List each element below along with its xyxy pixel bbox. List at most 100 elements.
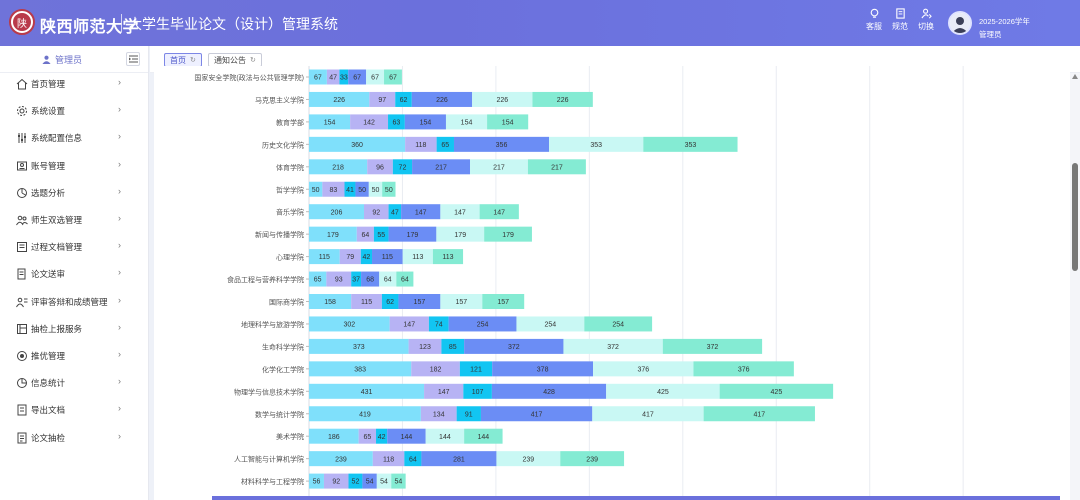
bar-segment[interactable] bbox=[348, 473, 363, 489]
bar-segment[interactable] bbox=[445, 114, 488, 130]
bar-segment[interactable] bbox=[464, 338, 564, 354]
bar-segment[interactable] bbox=[402, 249, 433, 265]
bar-segment[interactable] bbox=[396, 271, 414, 287]
bar-segment[interactable] bbox=[376, 428, 388, 444]
bar-segment[interactable] bbox=[376, 473, 392, 489]
sidebar-item[interactable]: 系统配置信息 › bbox=[0, 128, 149, 148]
refresh-icon[interactable]: ↻ bbox=[190, 57, 196, 64]
bar-segment[interactable] bbox=[560, 451, 625, 467]
bar-segment[interactable] bbox=[693, 361, 794, 377]
bar-segment[interactable] bbox=[309, 181, 323, 197]
bar-segment[interactable] bbox=[593, 361, 694, 377]
bar-segment[interactable] bbox=[441, 338, 465, 354]
bar-segment[interactable] bbox=[436, 136, 454, 152]
bar-segment[interactable] bbox=[479, 204, 519, 220]
scrollbar[interactable] bbox=[1070, 73, 1080, 500]
scrollbar-thumb[interactable] bbox=[1072, 163, 1078, 271]
bar-segment[interactable] bbox=[412, 159, 471, 175]
bar-segment[interactable] bbox=[362, 473, 377, 489]
bar-segment[interactable] bbox=[384, 69, 402, 85]
bar-segment[interactable] bbox=[339, 249, 361, 265]
bar-segment[interactable] bbox=[309, 361, 412, 377]
bar-segment[interactable] bbox=[496, 451, 561, 467]
bar-segment[interactable] bbox=[364, 204, 389, 220]
bar-segment[interactable] bbox=[428, 316, 449, 332]
bar-segment[interactable] bbox=[368, 181, 383, 197]
refresh-icon[interactable]: ↻ bbox=[250, 57, 256, 64]
bar-segment[interactable] bbox=[703, 406, 815, 422]
bar-segment[interactable] bbox=[309, 338, 409, 354]
bar-segment[interactable] bbox=[436, 226, 485, 242]
sidebar-collapse-button[interactable] bbox=[126, 52, 140, 66]
bar-segment[interactable] bbox=[491, 383, 607, 399]
bar-segment[interactable] bbox=[440, 294, 483, 309]
sidebar-item[interactable]: 账号管理 › bbox=[0, 156, 149, 176]
bar-segment[interactable] bbox=[487, 114, 529, 130]
bar-segment[interactable] bbox=[309, 226, 357, 242]
bar-segment[interactable] bbox=[355, 181, 369, 197]
bar-segment[interactable] bbox=[372, 451, 405, 467]
bar-segment[interactable] bbox=[453, 136, 550, 152]
bar-segment[interactable] bbox=[373, 226, 389, 242]
sidebar-item[interactable]: 论文抽检 › bbox=[0, 428, 149, 448]
sidebar-item[interactable]: 选题分析 › bbox=[0, 183, 149, 203]
bar-segment[interactable] bbox=[350, 114, 389, 130]
bar-segment[interactable] bbox=[719, 383, 834, 399]
bar-segment[interactable] bbox=[606, 383, 720, 399]
bar-segment[interactable] bbox=[420, 406, 457, 422]
bar-segment[interactable] bbox=[482, 294, 525, 309]
bar-segment[interactable] bbox=[592, 406, 704, 422]
bar-segment[interactable] bbox=[351, 294, 382, 309]
bar-segment[interactable] bbox=[339, 69, 349, 85]
bar-segment[interactable] bbox=[464, 428, 503, 444]
bar-segment[interactable] bbox=[516, 316, 585, 332]
sidebar-item[interactable]: 师生双选管理 › bbox=[0, 210, 149, 230]
bar-segment[interactable] bbox=[425, 428, 465, 444]
bar-segment[interactable] bbox=[391, 473, 406, 489]
bar-segment[interactable] bbox=[326, 271, 352, 287]
bar-segment[interactable] bbox=[405, 136, 437, 152]
bar-segment[interactable] bbox=[309, 406, 421, 422]
bar-segment[interactable] bbox=[369, 91, 396, 107]
bar-segment[interactable] bbox=[480, 406, 593, 422]
bar-segment[interactable] bbox=[309, 451, 373, 467]
bar-segment[interactable] bbox=[351, 271, 362, 287]
bar-segment[interactable] bbox=[309, 428, 359, 444]
bar-segment[interactable] bbox=[563, 338, 663, 354]
bar-segment[interactable] bbox=[411, 361, 460, 377]
bar-segment[interactable] bbox=[584, 316, 653, 332]
bar-segment[interactable] bbox=[309, 271, 327, 287]
bar-segment[interactable] bbox=[404, 114, 446, 130]
bar-segment[interactable] bbox=[401, 204, 441, 220]
bar-segment[interactable] bbox=[309, 159, 368, 175]
bar-segment[interactable] bbox=[463, 383, 492, 399]
bar-segment[interactable] bbox=[367, 159, 393, 175]
bar-segment[interactable] bbox=[440, 204, 480, 220]
tab-notices[interactable]: 通知公告 ↻ bbox=[208, 53, 262, 67]
bar-segment[interactable] bbox=[309, 383, 425, 399]
bar-segment[interactable] bbox=[323, 473, 349, 489]
bar-segment[interactable] bbox=[421, 451, 497, 467]
sidebar-item[interactable]: 首页管理 › bbox=[0, 74, 149, 94]
bar-segment[interactable] bbox=[404, 451, 422, 467]
tab-home[interactable]: 首页 ↻ bbox=[164, 53, 202, 67]
bar-segment[interactable] bbox=[309, 136, 406, 152]
bar-segment[interactable] bbox=[388, 204, 402, 220]
sidebar-item[interactable]: 过程文档管理 › bbox=[0, 237, 149, 257]
sidebar-item[interactable]: 抽检上报服务 › bbox=[0, 319, 149, 339]
sidebar-item[interactable]: 评审答辩和成绩管理 › bbox=[0, 292, 149, 312]
bar-segment[interactable] bbox=[309, 294, 352, 309]
bar-segment[interactable] bbox=[411, 91, 473, 107]
bar-segment[interactable] bbox=[309, 249, 340, 265]
bar-segment[interactable] bbox=[492, 361, 594, 377]
scroll-up-arrow[interactable] bbox=[1072, 74, 1078, 79]
standards-button[interactable]: 规范 bbox=[888, 8, 912, 32]
bar-segment[interactable] bbox=[379, 271, 397, 287]
bar-segment[interactable] bbox=[388, 114, 405, 130]
bar-segment[interactable] bbox=[348, 69, 367, 85]
bar-segment[interactable] bbox=[388, 226, 437, 242]
bar-segment[interactable] bbox=[344, 181, 356, 197]
bar-segment[interactable] bbox=[459, 361, 493, 377]
switch-button[interactable]: 切换 bbox=[914, 8, 938, 32]
bar-segment[interactable] bbox=[309, 204, 365, 220]
